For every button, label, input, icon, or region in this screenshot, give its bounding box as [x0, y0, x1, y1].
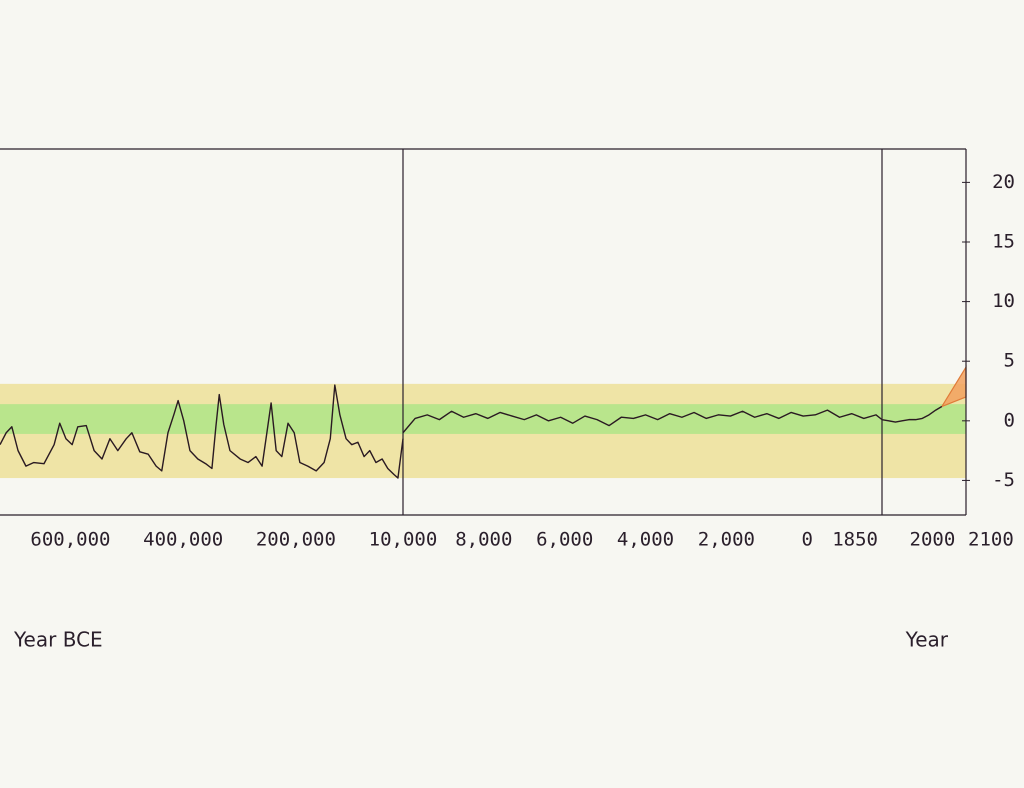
- x-tick-label: 600,000: [30, 529, 110, 551]
- frame: [0, 148, 967, 516]
- x-axis-title: Year BCE: [13, 628, 103, 652]
- x-tick-label: 2100: [968, 529, 1014, 551]
- x-tick-label: 2,000: [698, 529, 755, 551]
- y-tick-label: 5: [1004, 350, 1015, 372]
- temperature-line: [402, 409, 883, 434]
- temperature-line: [0, 384, 404, 479]
- y-tick-label: -5: [992, 469, 1015, 491]
- x-tick-label: 8,000: [455, 529, 512, 551]
- reference-band: [0, 404, 966, 434]
- x-tick-label: 400,000: [143, 529, 223, 551]
- x-tick-label: 200,000: [256, 529, 336, 551]
- x-tick-label: 2000: [910, 529, 956, 551]
- x-tick-label: 6,000: [536, 529, 593, 551]
- x-axis-title: Year: [905, 628, 949, 652]
- y-tick-label: 0: [1004, 409, 1015, 431]
- x-tick-label: 1850: [832, 529, 878, 551]
- x-tick-label: 0: [801, 529, 812, 551]
- y-tick-label: 20: [992, 171, 1015, 193]
- x-tick-label: 10,000: [369, 529, 438, 551]
- y-tick-label: 15: [992, 230, 1015, 252]
- x-tick-label: 4,000: [617, 529, 674, 551]
- temperature-line: [881, 405, 943, 423]
- y-tick-label: 10: [992, 290, 1015, 312]
